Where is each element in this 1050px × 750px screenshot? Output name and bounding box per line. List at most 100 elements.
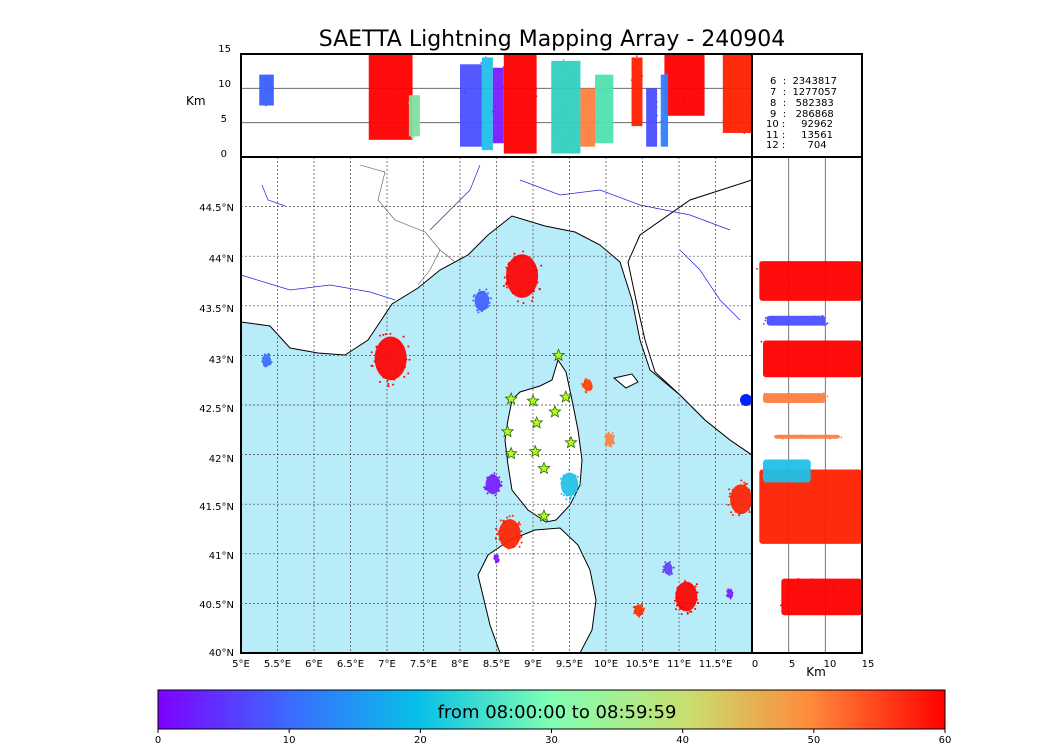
lightning-source bbox=[675, 608, 678, 611]
altitude-source bbox=[267, 80, 270, 83]
lightning-source bbox=[675, 596, 678, 599]
altitude-source bbox=[605, 88, 608, 91]
lightning-source bbox=[497, 532, 500, 535]
map-lat-ticks: 40°N 40.5°N 41°N 41.5°N 42°N 42.5°N 43°N… bbox=[199, 203, 234, 659]
lightning-source bbox=[400, 366, 403, 369]
lightning-source bbox=[472, 299, 475, 302]
altitude-source bbox=[485, 61, 488, 63]
altitude-source bbox=[738, 128, 740, 131]
lightning-source bbox=[382, 376, 385, 379]
altitude-source bbox=[789, 585, 792, 588]
altitude-source bbox=[652, 137, 655, 139]
lat-tick-label: 44.5°N bbox=[199, 203, 234, 214]
stats-line: 11 : 13561 bbox=[766, 130, 833, 141]
altitude-source bbox=[811, 496, 814, 499]
altitude-source bbox=[786, 340, 789, 343]
stats-line: 9 : 286868 bbox=[770, 109, 834, 120]
lightning-source bbox=[387, 385, 390, 388]
altitude-band bbox=[580, 88, 596, 147]
lightning-source bbox=[487, 305, 490, 308]
altitude-source bbox=[730, 114, 733, 117]
lat-tick-label: 40°N bbox=[209, 648, 234, 659]
altitude-source bbox=[766, 474, 768, 477]
lightning-source bbox=[486, 492, 489, 495]
lightning-source bbox=[693, 602, 696, 605]
chart-title: SAETTA Lightning Mapping Array - 240904 bbox=[319, 27, 786, 52]
lightning-source bbox=[506, 516, 509, 519]
altitude-source bbox=[470, 77, 473, 80]
altitude-source bbox=[686, 63, 689, 66]
elba-island bbox=[612, 373, 639, 389]
river bbox=[679, 249, 741, 321]
lightning-source bbox=[505, 283, 508, 286]
altitude-source bbox=[683, 85, 686, 87]
lat-tick-label: 44°N bbox=[209, 254, 234, 265]
lightning-source bbox=[378, 368, 381, 371]
lightning-source bbox=[738, 514, 741, 517]
lightning-source bbox=[500, 484, 503, 487]
lightning-source bbox=[518, 545, 521, 548]
altitude-source bbox=[415, 122, 418, 125]
river bbox=[429, 164, 481, 231]
altitude-source bbox=[825, 323, 828, 326]
altitude-source bbox=[804, 397, 807, 399]
lightning-source bbox=[568, 468, 571, 471]
altitude-source bbox=[835, 350, 838, 353]
altitude-band bbox=[408, 95, 420, 137]
lightning-source bbox=[531, 296, 534, 299]
altitude-source bbox=[631, 66, 634, 68]
altitude-source bbox=[826, 322, 829, 325]
altitude-source bbox=[766, 397, 769, 399]
altitude-source bbox=[603, 90, 606, 93]
altitude-source bbox=[486, 76, 488, 79]
altitude-source bbox=[799, 581, 802, 584]
lightning-source bbox=[579, 483, 582, 486]
altitude-source bbox=[477, 113, 480, 116]
altitude-source bbox=[803, 435, 806, 438]
border bbox=[417, 249, 441, 286]
altitude-source bbox=[397, 99, 400, 102]
lightning-source bbox=[387, 382, 390, 385]
lon-tick-label: 8.5°E bbox=[483, 659, 510, 670]
lightning-source bbox=[485, 306, 488, 309]
altitude-source bbox=[821, 314, 824, 317]
altitude-source bbox=[493, 105, 496, 108]
altitude-source bbox=[682, 102, 685, 104]
lightning-source bbox=[407, 345, 410, 348]
altitude-source bbox=[270, 86, 273, 89]
lightning-source bbox=[494, 560, 497, 563]
altitude-source bbox=[415, 124, 418, 127]
altitude-source bbox=[484, 56, 487, 59]
lightning-source bbox=[679, 606, 682, 609]
lightning-source bbox=[563, 494, 566, 497]
lightning-source bbox=[673, 599, 676, 602]
lon-tick-label: 11.5°E bbox=[699, 659, 733, 670]
lightning-source bbox=[670, 571, 673, 574]
lightning-source bbox=[731, 502, 734, 505]
river bbox=[261, 184, 286, 207]
station-marker bbox=[564, 435, 578, 449]
altitude-band bbox=[492, 67, 504, 144]
altitude-source bbox=[800, 434, 802, 437]
altitude-source bbox=[647, 138, 650, 141]
altitude-source bbox=[791, 463, 794, 465]
lightning-source bbox=[686, 611, 689, 614]
lightning-source bbox=[531, 299, 534, 302]
altitude-source bbox=[488, 65, 491, 68]
lightning-source bbox=[402, 335, 405, 338]
lon-tick-label: 6.5°E bbox=[337, 659, 364, 670]
altitude-band bbox=[722, 54, 752, 133]
altitude-source bbox=[725, 76, 727, 78]
altitude-source bbox=[826, 395, 829, 398]
lightning-clusters bbox=[261, 250, 752, 618]
altitude-source bbox=[652, 120, 655, 123]
lightning-source bbox=[477, 311, 480, 314]
lightning-cluster bbox=[374, 336, 407, 381]
lightning-cluster bbox=[675, 581, 698, 612]
altitude-source bbox=[665, 102, 668, 105]
lightning-source bbox=[581, 382, 584, 385]
lightning-source bbox=[493, 555, 496, 558]
altitude-band bbox=[664, 54, 705, 116]
lightning-source bbox=[569, 496, 572, 499]
lon-tick-label: 10.5°E bbox=[626, 659, 660, 670]
